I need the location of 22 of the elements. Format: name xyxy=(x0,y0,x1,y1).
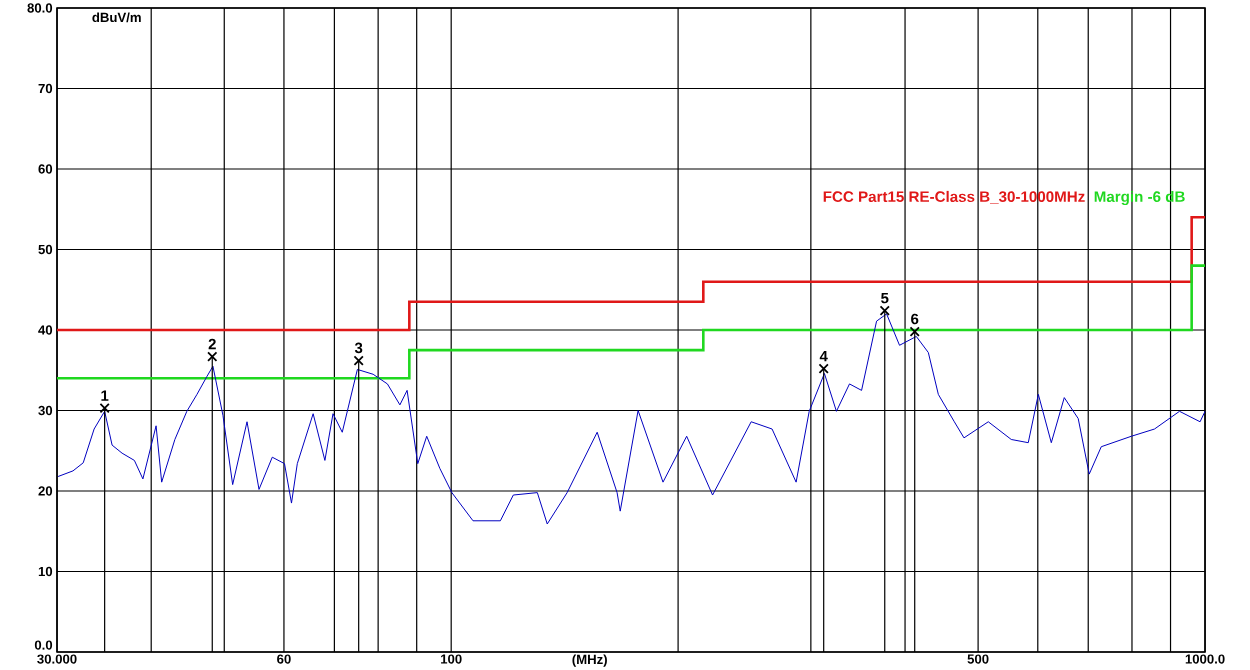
x-tick-label: 1000.0 xyxy=(1185,654,1225,664)
annotation: 4 xyxy=(819,350,828,362)
x-axis-title: (MHz) xyxy=(572,654,607,667)
annotation: 1 xyxy=(101,390,109,401)
y-tick-label: 20 xyxy=(38,486,53,496)
annotation: 2 xyxy=(208,338,216,350)
y-tick-label: 50 xyxy=(38,244,53,255)
y-tick-label: 60 xyxy=(38,164,53,174)
y-tick-label: 40 xyxy=(38,325,53,335)
y-axis-title: dBuV/m xyxy=(92,12,141,23)
x-tick-label: 60 xyxy=(277,654,291,664)
y-tick-label: 70 xyxy=(38,83,53,94)
x-tick-label: 100 xyxy=(441,654,462,664)
annotation: 6 xyxy=(911,313,919,325)
y-tick-label: 10 xyxy=(38,566,53,577)
annotation: 5 xyxy=(881,292,889,304)
y-tick-label: 0.0 xyxy=(34,640,53,650)
y-tick-label: 80.0 xyxy=(27,3,53,13)
x-tick-label: 30.000 xyxy=(37,654,77,664)
x-tick-label: 500 xyxy=(967,654,989,664)
annotation: 3 xyxy=(354,342,363,354)
y-tick-label: 30 xyxy=(38,405,53,416)
